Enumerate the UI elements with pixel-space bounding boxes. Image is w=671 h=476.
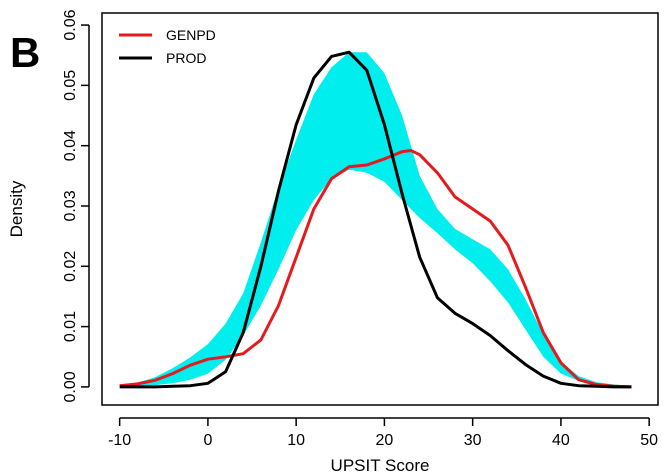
y-axis-title: Density (7, 180, 26, 237)
x-tick-label: 30 (464, 432, 482, 449)
legend-label-genpd: GENPD (166, 27, 216, 43)
y-tick-label: 0.00 (62, 371, 79, 402)
y-tick-label: 0.05 (62, 70, 79, 101)
x-tick-label: -10 (108, 432, 131, 449)
plot-area (119, 50, 632, 389)
x-axis: -10 0 10 20 30 40 50 (108, 417, 658, 449)
confidence-band (119, 52, 632, 387)
y-tick-label: 0.02 (62, 251, 79, 282)
panel-label: B (10, 29, 40, 76)
x-tick-label: 20 (376, 432, 394, 449)
y-tick-label: 0.01 (62, 311, 79, 342)
series-line-genpd (119, 149, 632, 389)
y-tick-label: 0.03 (62, 190, 79, 221)
y-tick-label: 0.06 (62, 9, 79, 40)
x-tick-label: 10 (287, 432, 305, 449)
y-axis: 0.00 0.01 0.02 0.03 0.04 0.05 0.06 (62, 9, 90, 402)
x-tick-label: 40 (552, 432, 570, 449)
x-tick-label: 0 (203, 432, 212, 449)
legend: GENPD PROD (119, 27, 216, 66)
y-tick-label: 0.04 (62, 130, 79, 161)
x-tick-label: 50 (640, 432, 658, 449)
series-line-prod (119, 50, 632, 389)
plot-frame (101, 12, 659, 406)
x-axis-title: UPSIT Score (331, 456, 430, 475)
legend-label-prod: PROD (166, 50, 206, 66)
